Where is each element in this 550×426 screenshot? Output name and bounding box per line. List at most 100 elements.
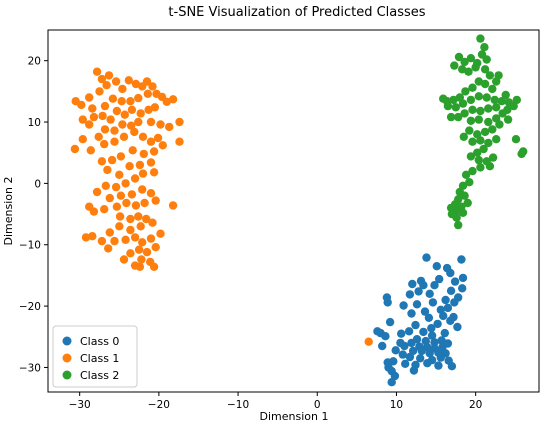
data-point xyxy=(420,307,430,316)
data-point xyxy=(463,198,472,208)
data-point xyxy=(482,55,491,64)
data-point xyxy=(430,281,439,290)
data-point xyxy=(139,149,148,159)
data-point xyxy=(446,203,456,213)
data-point xyxy=(480,79,490,89)
y-axis-label: Dimension 2 xyxy=(2,177,15,246)
data-point xyxy=(454,52,464,62)
y-tick-label: 0 xyxy=(34,178,41,190)
data-point xyxy=(70,144,80,154)
data-point xyxy=(408,279,417,289)
data-point xyxy=(443,101,453,111)
data-point xyxy=(98,111,107,121)
data-point xyxy=(373,327,382,336)
data-point xyxy=(466,95,476,105)
data-point xyxy=(503,105,512,115)
data-point xyxy=(466,116,476,126)
data-point xyxy=(121,179,130,188)
data-point xyxy=(136,109,145,118)
data-point xyxy=(148,218,157,227)
data-point xyxy=(511,135,521,144)
data-point xyxy=(156,120,165,129)
data-point xyxy=(111,77,121,86)
data-point xyxy=(397,329,406,338)
data-point xyxy=(449,95,458,105)
data-point xyxy=(436,353,445,362)
data-point xyxy=(134,117,143,127)
data-point xyxy=(125,162,134,171)
data-point xyxy=(446,112,456,122)
data-point xyxy=(440,328,449,338)
series-class-2 xyxy=(439,34,528,230)
data-point xyxy=(103,165,112,175)
legend-marker xyxy=(62,353,72,363)
data-point xyxy=(474,77,483,86)
data-point xyxy=(100,205,109,214)
data-point xyxy=(428,298,438,307)
data-point xyxy=(446,316,455,325)
data-point xyxy=(488,84,497,94)
data-point xyxy=(476,106,485,116)
data-point xyxy=(450,277,460,286)
data-point xyxy=(106,115,115,124)
data-point xyxy=(465,126,474,135)
data-point xyxy=(453,322,462,332)
data-point xyxy=(115,212,125,221)
data-point xyxy=(492,103,501,112)
data-point xyxy=(468,166,477,176)
data-point xyxy=(417,346,426,356)
x-axis: −30 −20 −10 0 10 20 xyxy=(69,392,482,411)
data-point xyxy=(490,95,499,105)
data-point xyxy=(458,181,468,190)
data-point xyxy=(112,106,122,116)
x-tick-label: −20 xyxy=(148,399,170,411)
y-tick-label: 10 xyxy=(28,117,41,129)
data-point xyxy=(126,214,135,224)
data-point xyxy=(419,327,428,337)
data-point xyxy=(451,103,460,112)
data-point xyxy=(458,284,467,293)
data-point xyxy=(405,290,415,299)
data-point xyxy=(130,127,139,137)
data-point xyxy=(485,71,495,80)
data-point xyxy=(446,286,456,295)
data-point xyxy=(423,359,432,368)
data-point xyxy=(111,182,121,192)
data-point xyxy=(474,115,483,124)
data-point xyxy=(116,152,126,161)
data-point xyxy=(381,332,390,341)
data-point xyxy=(86,146,96,155)
data-point xyxy=(466,54,476,63)
data-point xyxy=(488,153,498,162)
data-point xyxy=(476,163,485,172)
data-point xyxy=(466,152,476,161)
data-point xyxy=(92,187,102,197)
data-point xyxy=(97,74,107,84)
data-point xyxy=(473,148,482,157)
data-point xyxy=(460,191,469,200)
data-point xyxy=(78,115,88,124)
data-point xyxy=(126,249,135,258)
data-point xyxy=(465,178,474,187)
data-point xyxy=(151,196,160,205)
data-point xyxy=(461,87,470,96)
data-point xyxy=(131,201,141,210)
data-point xyxy=(441,295,450,305)
data-point xyxy=(382,293,392,302)
legend-items: Class 0 Class 1 Class 2 xyxy=(62,335,119,382)
data-point xyxy=(105,193,115,203)
data-point xyxy=(134,212,143,221)
data-point xyxy=(494,71,503,80)
data-point xyxy=(447,362,457,371)
data-point xyxy=(404,327,414,336)
data-point xyxy=(85,120,94,129)
data-point xyxy=(115,222,124,231)
data-point xyxy=(503,115,513,124)
data-point xyxy=(149,147,159,156)
x-tick-label: 20 xyxy=(469,399,482,411)
data-point xyxy=(115,170,124,179)
x-tick-label: 10 xyxy=(390,399,403,411)
data-point xyxy=(450,61,459,70)
data-point xyxy=(138,238,147,247)
